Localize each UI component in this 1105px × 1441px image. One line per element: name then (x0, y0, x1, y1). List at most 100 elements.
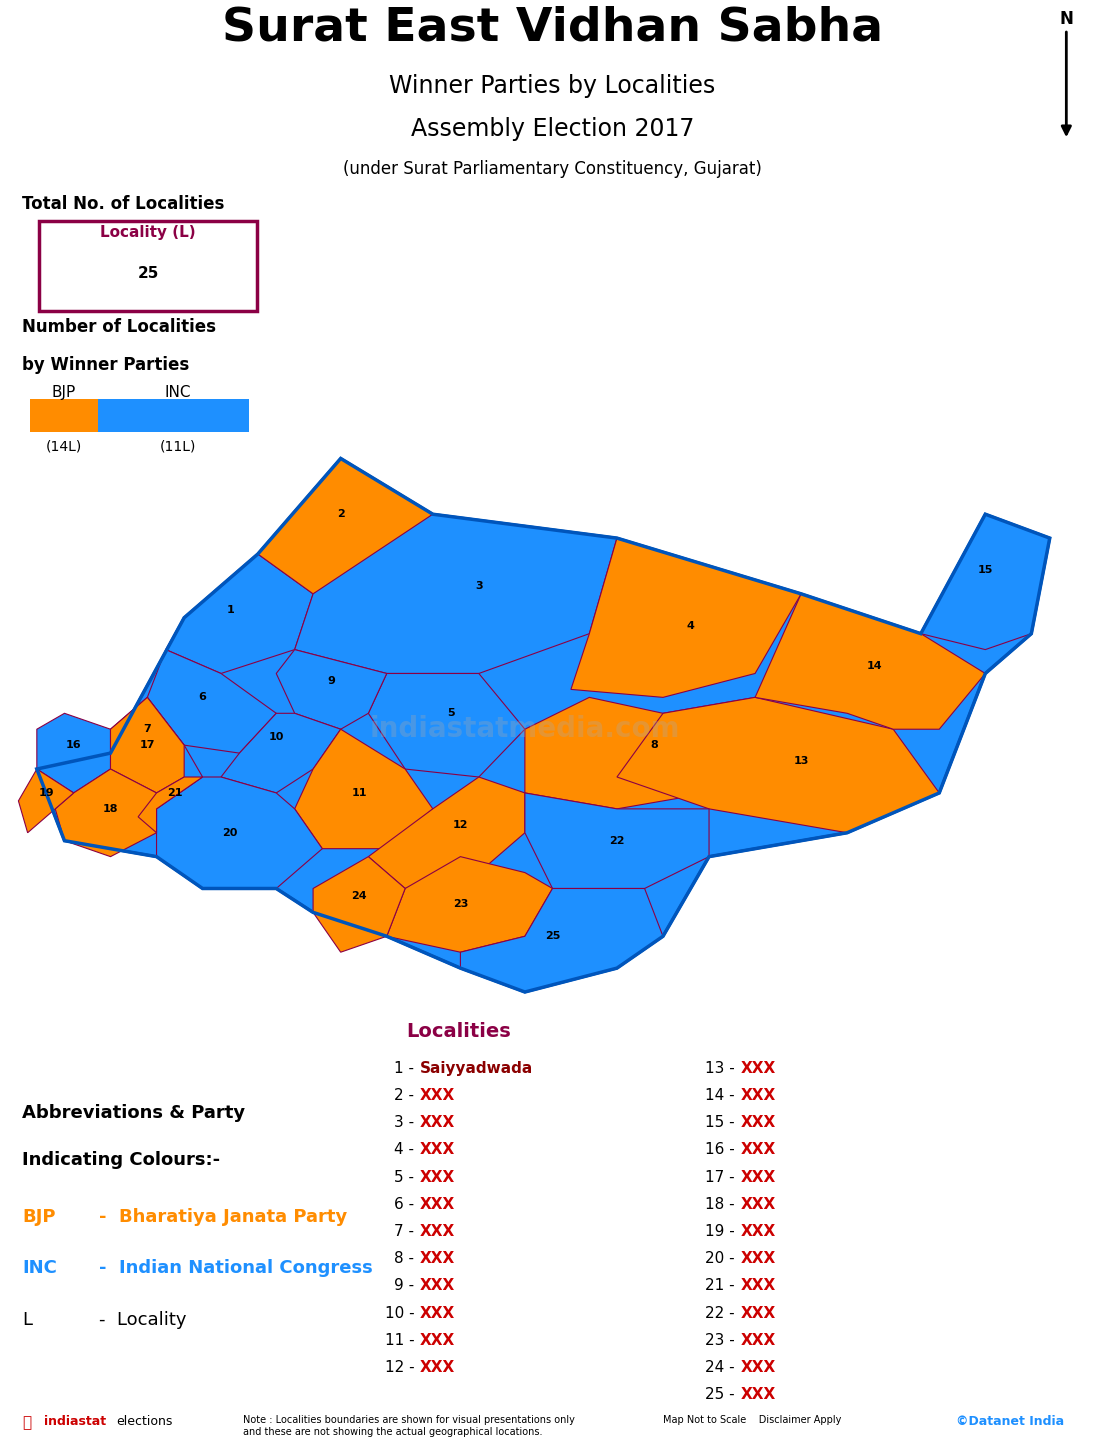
Text: XXX: XXX (740, 1360, 776, 1375)
FancyBboxPatch shape (39, 220, 257, 311)
Polygon shape (387, 856, 552, 953)
Text: 5 -: 5 - (394, 1170, 414, 1185)
Polygon shape (525, 793, 709, 889)
Text: XXX: XXX (740, 1170, 776, 1185)
Text: 24: 24 (351, 892, 367, 902)
Polygon shape (461, 889, 663, 991)
Polygon shape (368, 777, 525, 889)
Text: 14 -: 14 - (705, 1088, 735, 1102)
Text: 9: 9 (327, 676, 336, 686)
Text: Assembly Election 2017: Assembly Election 2017 (411, 117, 694, 141)
Polygon shape (19, 769, 74, 833)
Text: 23: 23 (453, 899, 469, 909)
Polygon shape (755, 594, 986, 729)
Text: L: L (22, 1311, 32, 1329)
Text: 16: 16 (66, 741, 82, 751)
Text: Number of Localities: Number of Localities (22, 318, 217, 336)
Text: (under Surat Parliamentary Constituency, Gujarat): (under Surat Parliamentary Constituency,… (343, 160, 762, 177)
Polygon shape (276, 650, 387, 729)
Text: 14: 14 (867, 660, 883, 670)
Text: XXX: XXX (420, 1115, 455, 1130)
Text: 20 -: 20 - (705, 1251, 735, 1267)
FancyBboxPatch shape (31, 399, 97, 432)
Text: BJP: BJP (52, 385, 76, 399)
Polygon shape (525, 697, 801, 808)
Text: Saiyyadwada: Saiyyadwada (420, 1061, 533, 1075)
Text: 21: 21 (167, 788, 182, 798)
Text: 2 -: 2 - (394, 1088, 414, 1102)
Text: Surat East Vidhan Sabha: Surat East Vidhan Sabha (222, 6, 883, 50)
Text: elections: elections (116, 1415, 172, 1428)
Text: Total No. of Localities: Total No. of Localities (22, 195, 224, 212)
Text: 12 -: 12 - (385, 1360, 414, 1375)
Polygon shape (138, 777, 202, 833)
Polygon shape (920, 514, 1050, 650)
Text: Winner Parties by Localities: Winner Parties by Localities (389, 73, 716, 98)
Polygon shape (110, 697, 202, 793)
Polygon shape (166, 553, 313, 673)
Text: INC: INC (22, 1259, 57, 1277)
Text: 8 -: 8 - (394, 1251, 414, 1267)
Text: -  Bharatiya Janata Party: - Bharatiya Janata Party (99, 1208, 348, 1225)
Polygon shape (617, 697, 939, 833)
Text: XXX: XXX (740, 1196, 776, 1212)
Text: 15: 15 (978, 565, 993, 575)
Text: 3 -: 3 - (394, 1115, 414, 1130)
Text: XXX: XXX (420, 1333, 455, 1347)
Text: BJP: BJP (22, 1208, 55, 1225)
Text: 22: 22 (609, 836, 624, 846)
Text: XXX: XXX (420, 1360, 455, 1375)
Text: XXX: XXX (740, 1278, 776, 1294)
Text: 12: 12 (453, 820, 469, 830)
Text: XXX: XXX (740, 1088, 776, 1102)
Text: 7: 7 (144, 725, 151, 735)
Text: XXX: XXX (740, 1306, 776, 1321)
Text: -  Locality: - Locality (99, 1311, 187, 1329)
Polygon shape (157, 777, 323, 889)
Text: XXX: XXX (740, 1223, 776, 1239)
Text: XXX: XXX (420, 1143, 455, 1157)
Text: 2: 2 (337, 509, 345, 519)
Text: 25: 25 (545, 931, 560, 941)
Text: (11L): (11L) (159, 440, 196, 454)
Polygon shape (368, 673, 525, 777)
Text: 11: 11 (351, 788, 367, 798)
Polygon shape (36, 458, 1050, 991)
Text: 24 -: 24 - (705, 1360, 735, 1375)
Polygon shape (55, 769, 157, 856)
Text: 20: 20 (222, 827, 238, 837)
Text: by Winner Parties: by Winner Parties (22, 356, 189, 375)
Text: 7 -: 7 - (394, 1223, 414, 1239)
Text: Map Not to Scale    Disclaimer Apply: Map Not to Scale Disclaimer Apply (663, 1415, 841, 1425)
Text: XXX: XXX (420, 1278, 455, 1294)
Text: 18 -: 18 - (705, 1196, 735, 1212)
Text: 16 -: 16 - (705, 1143, 735, 1157)
Text: 3: 3 (475, 581, 483, 591)
Polygon shape (257, 458, 433, 594)
Text: 18: 18 (103, 804, 118, 814)
Text: 1: 1 (227, 605, 234, 615)
Text: Indicating Colours:-: Indicating Colours:- (22, 1151, 220, 1169)
Polygon shape (295, 514, 617, 673)
Text: 19 -: 19 - (705, 1223, 735, 1239)
Text: Locality (L): Locality (L) (101, 225, 196, 241)
FancyBboxPatch shape (97, 399, 249, 432)
Text: 11 -: 11 - (385, 1333, 414, 1347)
Text: 1 -: 1 - (394, 1061, 414, 1075)
Text: 10: 10 (269, 732, 284, 742)
Text: Localities: Localities (407, 1022, 511, 1040)
Text: 8: 8 (650, 741, 657, 751)
Text: indiastatmedia.com: indiastatmedia.com (370, 715, 680, 744)
Text: 13: 13 (793, 757, 809, 767)
Text: XXX: XXX (740, 1115, 776, 1130)
Text: 4: 4 (686, 621, 695, 631)
Text: 25 -: 25 - (705, 1388, 735, 1402)
Text: XXX: XXX (420, 1088, 455, 1102)
Polygon shape (110, 697, 185, 793)
Text: 25: 25 (137, 267, 159, 281)
Text: 23 -: 23 - (705, 1333, 735, 1347)
Text: XXX: XXX (420, 1196, 455, 1212)
Polygon shape (313, 856, 406, 953)
Text: 21 -: 21 - (705, 1278, 735, 1294)
Text: XXX: XXX (420, 1251, 455, 1267)
